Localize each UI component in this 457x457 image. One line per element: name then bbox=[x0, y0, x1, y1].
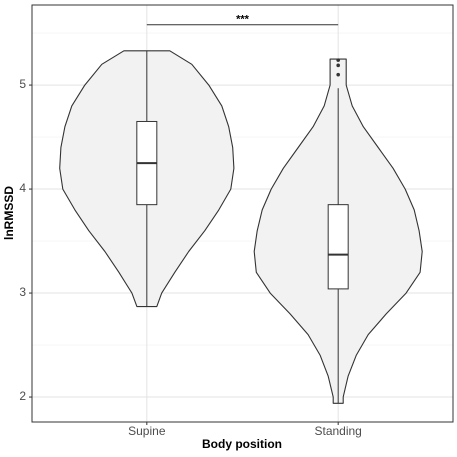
outlier bbox=[336, 63, 340, 68]
y-tick-label: 5 bbox=[19, 77, 26, 91]
panel-border bbox=[31, 4, 454, 423]
x-axis-title: Body position bbox=[202, 437, 282, 451]
y-tick-label: 3 bbox=[19, 285, 26, 299]
x-tick-label: Supine bbox=[128, 424, 166, 438]
y-axis-title: lnRMSSD bbox=[2, 186, 16, 240]
y-tick-label: 2 bbox=[19, 389, 26, 403]
y-tick-label: 4 bbox=[19, 181, 26, 195]
outlier bbox=[336, 72, 340, 77]
x-tick-label: Standing bbox=[314, 424, 361, 438]
significance-label: *** bbox=[236, 14, 250, 26]
box bbox=[327, 204, 349, 290]
outlier bbox=[336, 58, 340, 62]
